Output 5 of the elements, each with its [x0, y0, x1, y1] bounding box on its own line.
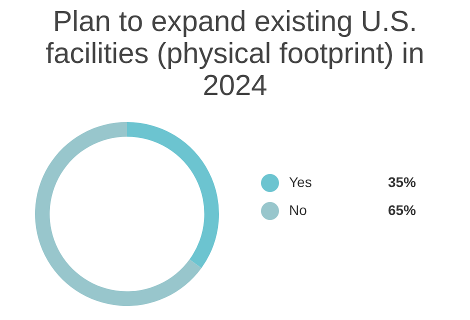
legend-label: No [289, 202, 308, 218]
legend-label: Yes [289, 174, 312, 190]
data-label: 35% [388, 174, 417, 190]
data-label: 65% [388, 202, 417, 218]
chart-title: Plan to expand existing U.S. facilities (physical footprint) in 2024 [44, 6, 426, 102]
